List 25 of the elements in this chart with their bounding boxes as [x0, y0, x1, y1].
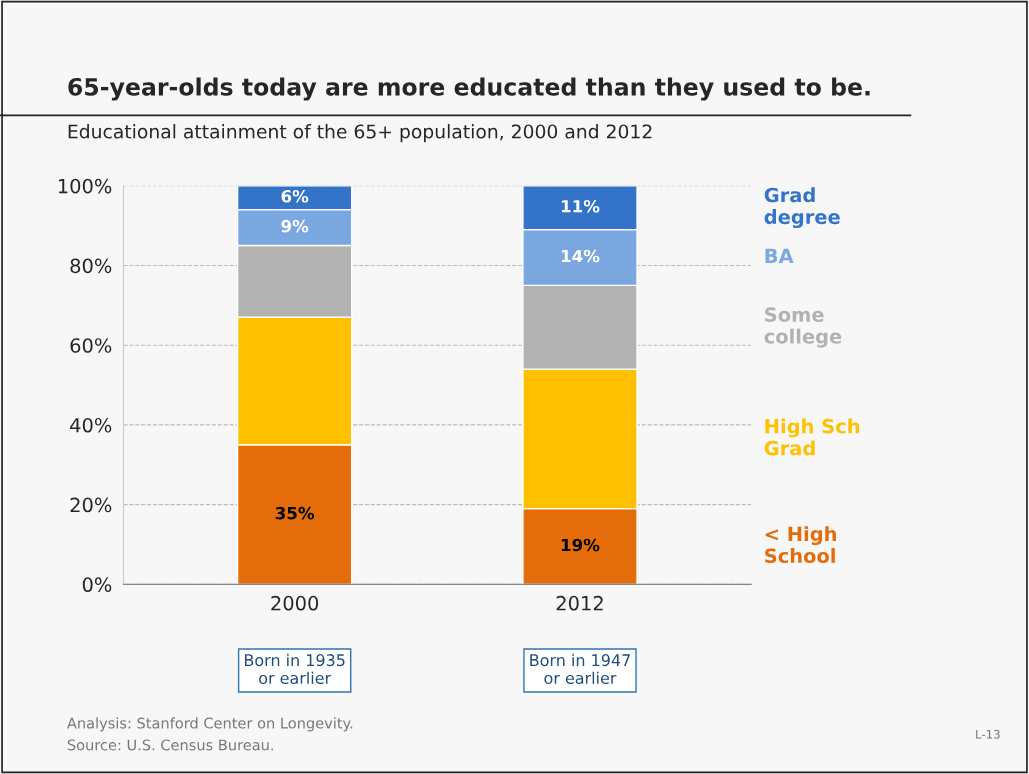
chart-title: 65-year-olds today are more educated than they used to be.: [68, 77, 870, 101]
text: Born in 1935 or earlier: [244, 653, 345, 685]
y-tick-label: 80%: [70, 258, 112, 274]
y-tick-label: 60%: [70, 338, 112, 353]
data-label: 9%: [281, 219, 309, 233]
y-tick-label: 20%: [70, 497, 112, 513]
text: Born in 1947 or earlier: [530, 653, 630, 685]
y-tick-label: 40%: [70, 417, 112, 433]
text: Grad degree: [764, 187, 840, 229]
data-label: 14%: [561, 249, 600, 263]
data-label: 11%: [561, 199, 600, 213]
chart-subtitle: Educational attainment of the 65+ population, 2000 and 2012: [68, 124, 652, 143]
x-tick-label: 2012: [556, 595, 603, 611]
data-label: 19%: [561, 538, 600, 552]
y-tick-label: 100%: [58, 178, 112, 194]
text: Some college: [764, 307, 842, 348]
text: < High School: [765, 526, 836, 564]
data-label: 35%: [275, 506, 315, 520]
text: L-13: [976, 729, 1000, 739]
data-label: 6%: [281, 189, 309, 203]
text: Analysis: Stanford Center on Longevity. Source: U.S. Census Bureau.: [67, 717, 353, 751]
text: BA: [765, 248, 794, 263]
x-tick-label: 2000: [271, 595, 319, 611]
y-tick-label: 0%: [82, 577, 112, 593]
text: High Sch Grad: [764, 418, 860, 456]
